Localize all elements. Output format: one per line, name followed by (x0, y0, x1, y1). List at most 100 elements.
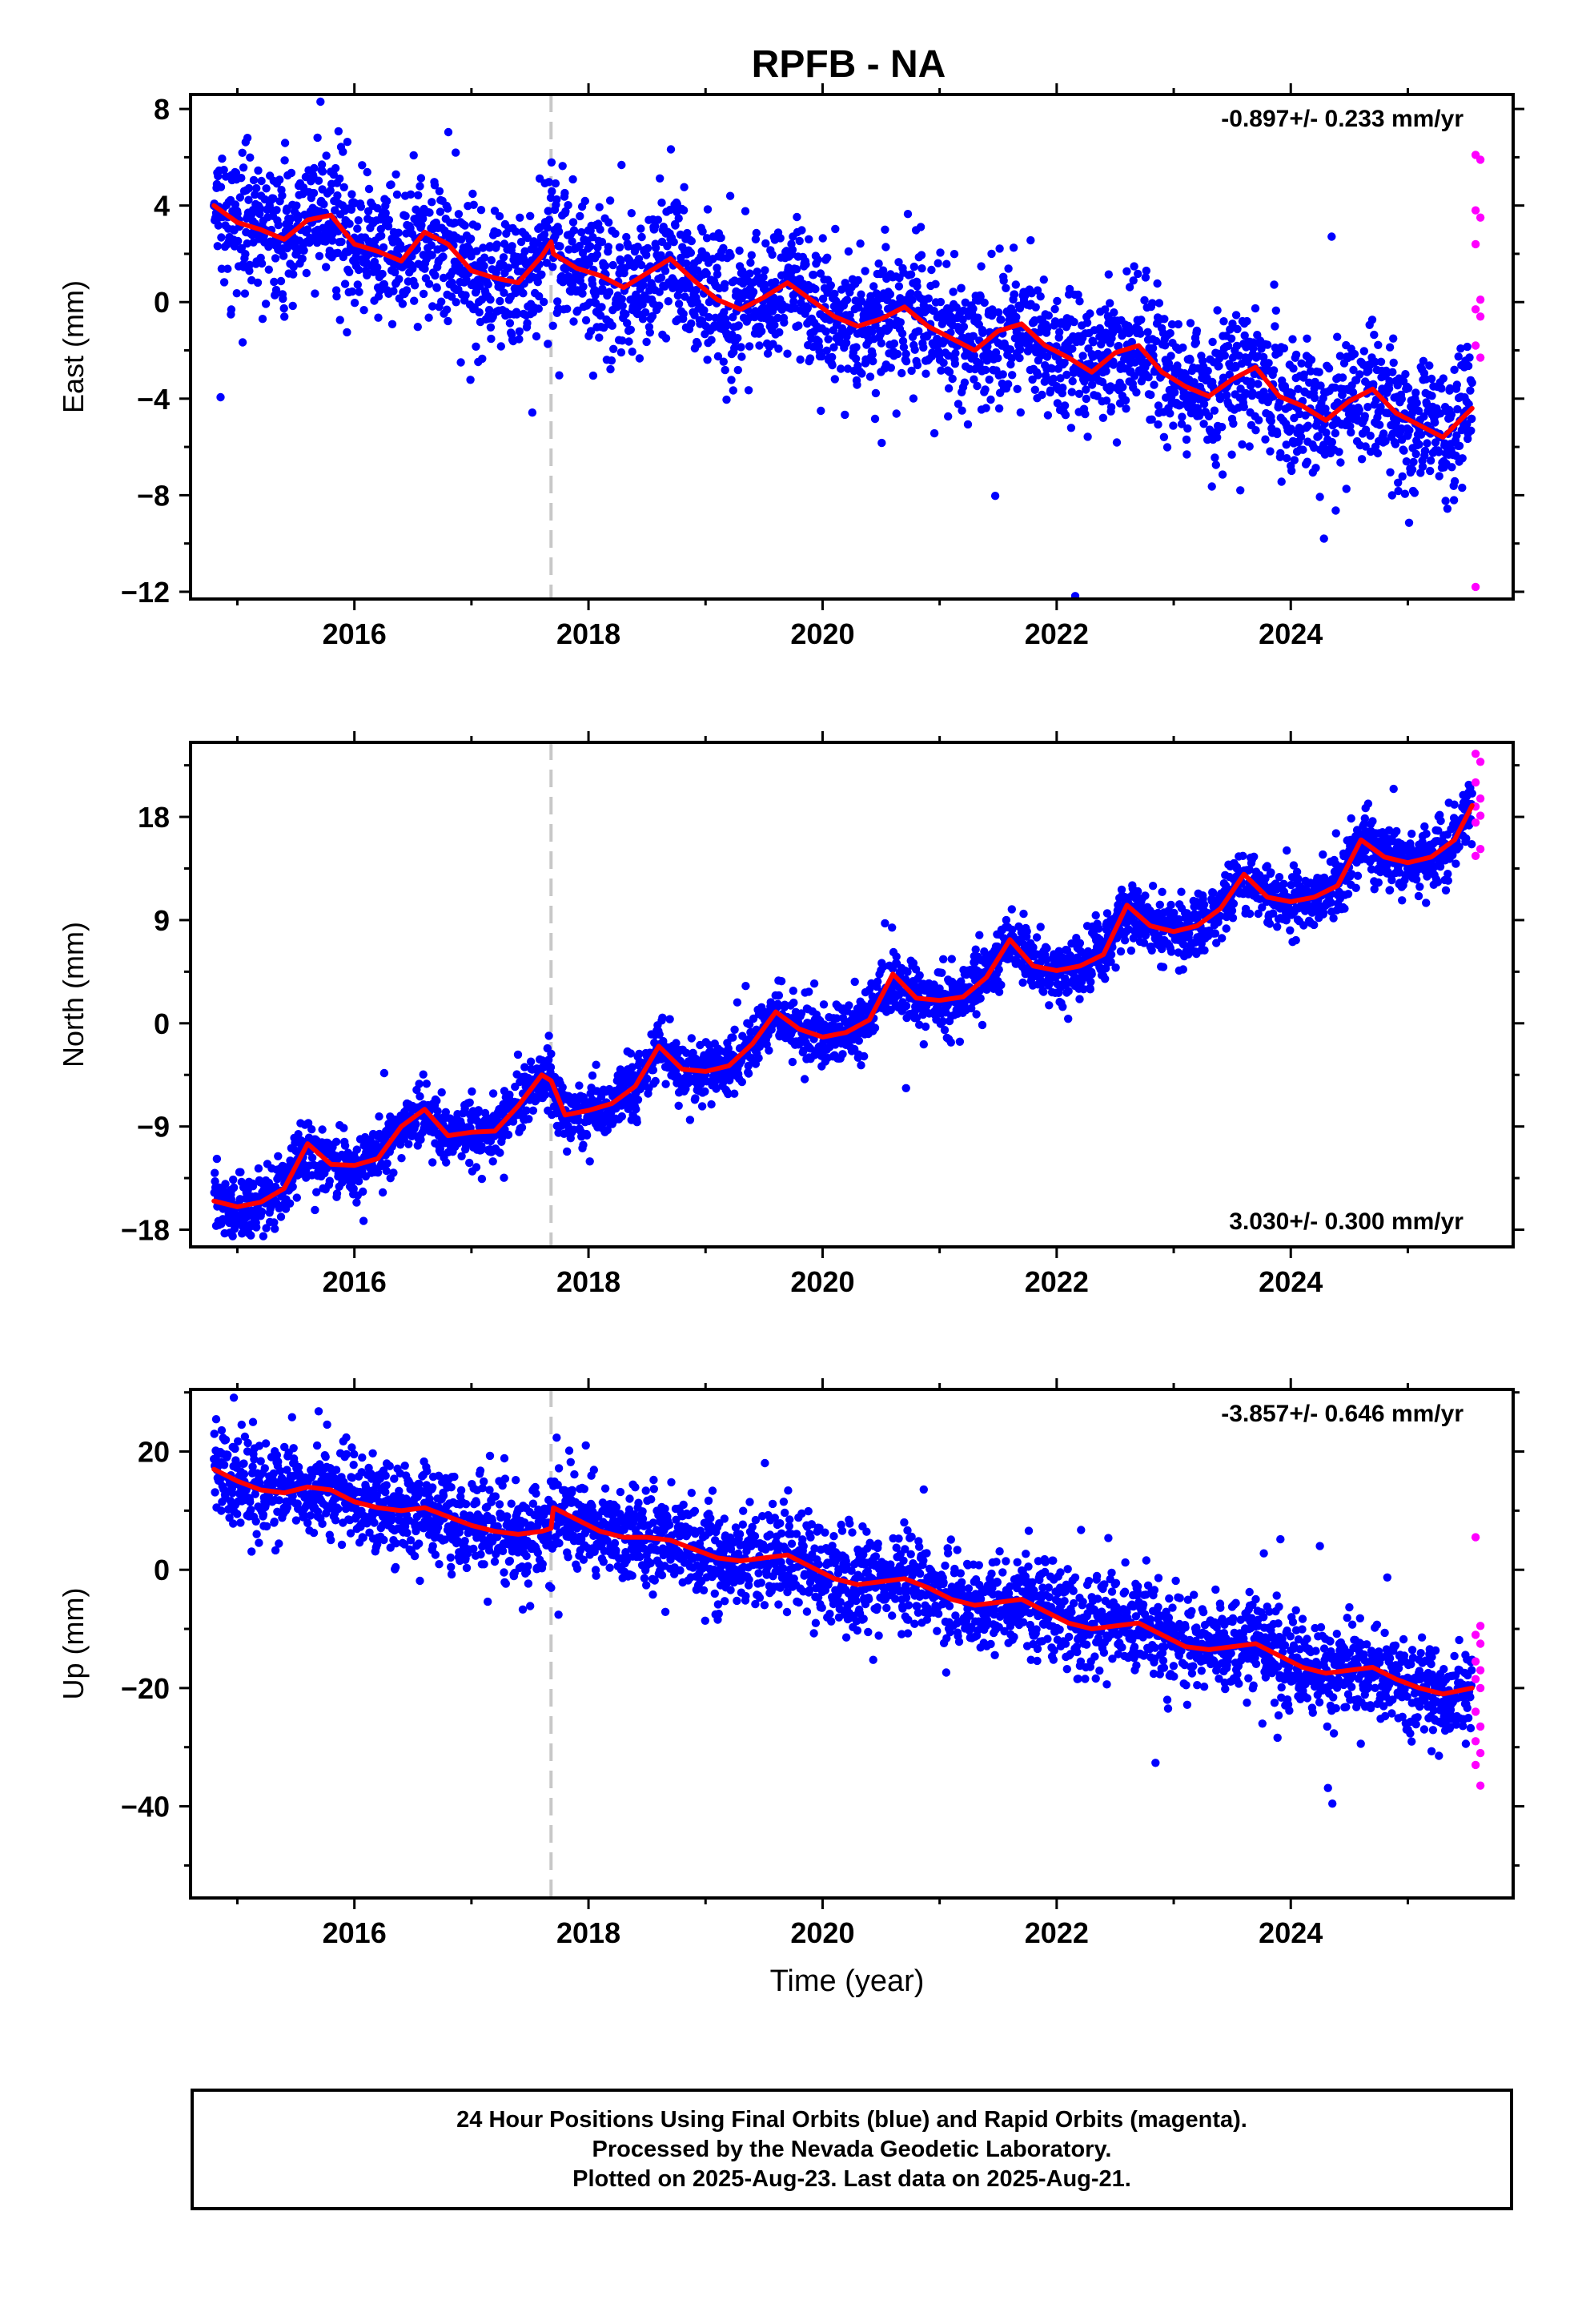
final-point (657, 198, 666, 207)
final-point (496, 342, 505, 351)
final-point (1414, 406, 1423, 416)
final-point (352, 1198, 361, 1207)
final-point (752, 228, 761, 238)
final-point (1417, 430, 1426, 439)
x-tick-label: 2018 (556, 617, 620, 650)
final-point (1270, 280, 1279, 289)
final-point (395, 275, 404, 283)
final-point (1134, 269, 1142, 279)
final-point (1393, 381, 1402, 390)
final-point (1039, 275, 1049, 284)
final-point (229, 1183, 239, 1192)
final-point (1186, 356, 1195, 364)
final-point (618, 336, 627, 345)
final-point (289, 270, 298, 279)
final-point (287, 168, 296, 178)
final-point (1287, 466, 1296, 476)
final-point (524, 1115, 533, 1124)
final-point (604, 243, 612, 251)
final-point (871, 388, 881, 398)
final-point (1306, 367, 1315, 376)
final-point (1310, 384, 1319, 393)
final-point (508, 242, 516, 251)
final-point (757, 327, 766, 336)
final-point (272, 206, 281, 215)
final-point (1254, 380, 1263, 388)
final-point (322, 263, 331, 271)
final-point (1182, 450, 1191, 459)
final-point (974, 313, 982, 322)
final-point (381, 208, 390, 218)
final-point (944, 384, 954, 393)
y-tick-label: 4 (154, 190, 170, 223)
final-point (761, 280, 769, 289)
final-point (1166, 328, 1174, 338)
final-point (628, 348, 636, 356)
final-point (294, 215, 303, 223)
final-point (686, 248, 696, 257)
final-point (729, 1033, 737, 1042)
final-point (1367, 316, 1377, 324)
final-point (853, 380, 861, 389)
final-point (952, 303, 961, 312)
y-tick-label: 0 (154, 286, 170, 319)
final-point (1154, 299, 1164, 308)
final-point (309, 188, 319, 198)
final-point (780, 318, 789, 327)
final-point (1361, 442, 1370, 451)
final-point (721, 365, 729, 375)
final-point (1055, 328, 1064, 336)
final-point (719, 243, 728, 252)
final-point (737, 1077, 746, 1087)
final-point (598, 284, 607, 293)
final-point (617, 295, 626, 304)
final-point (1303, 457, 1312, 466)
final-point (1447, 463, 1456, 472)
final-point (213, 242, 222, 251)
final-point (722, 395, 731, 404)
final-point (903, 967, 912, 976)
final-point (554, 227, 564, 236)
final-point (985, 375, 994, 384)
final-point (797, 1009, 806, 1018)
final-point (845, 311, 854, 320)
final-point (723, 320, 733, 330)
final-point (936, 297, 946, 307)
final-point (288, 301, 297, 311)
final-point (1397, 395, 1407, 404)
final-point (1310, 393, 1319, 403)
final-point (1130, 372, 1139, 380)
final-point (299, 190, 307, 199)
final-point (896, 318, 905, 327)
final-point (223, 264, 232, 273)
final-point (769, 293, 778, 302)
final-point (1143, 328, 1152, 336)
final-point (1384, 384, 1394, 393)
final-point (517, 1123, 527, 1132)
final-point (568, 237, 576, 246)
final-point (945, 368, 954, 376)
final-point (701, 1087, 709, 1096)
final-point (661, 334, 671, 343)
final-point (1398, 472, 1407, 481)
final-point (456, 358, 465, 367)
final-point (1046, 386, 1055, 395)
final-point (311, 289, 319, 298)
final-point (569, 226, 579, 235)
final-point (1447, 410, 1456, 419)
final-point (1034, 371, 1042, 380)
final-point (1443, 505, 1452, 513)
rapid-orbit-points-east (1471, 151, 1485, 592)
final-point (534, 304, 543, 313)
final-point (674, 1101, 683, 1111)
final-point (769, 340, 777, 348)
final-point (930, 428, 939, 438)
final-point (1190, 378, 1199, 387)
final-point (528, 1106, 538, 1116)
x-tick-label: 2024 (1259, 617, 1323, 650)
final-point (354, 1176, 363, 1186)
final-point (1363, 403, 1372, 412)
final-point (553, 297, 562, 306)
final-point (466, 234, 476, 243)
final-point (406, 190, 416, 199)
